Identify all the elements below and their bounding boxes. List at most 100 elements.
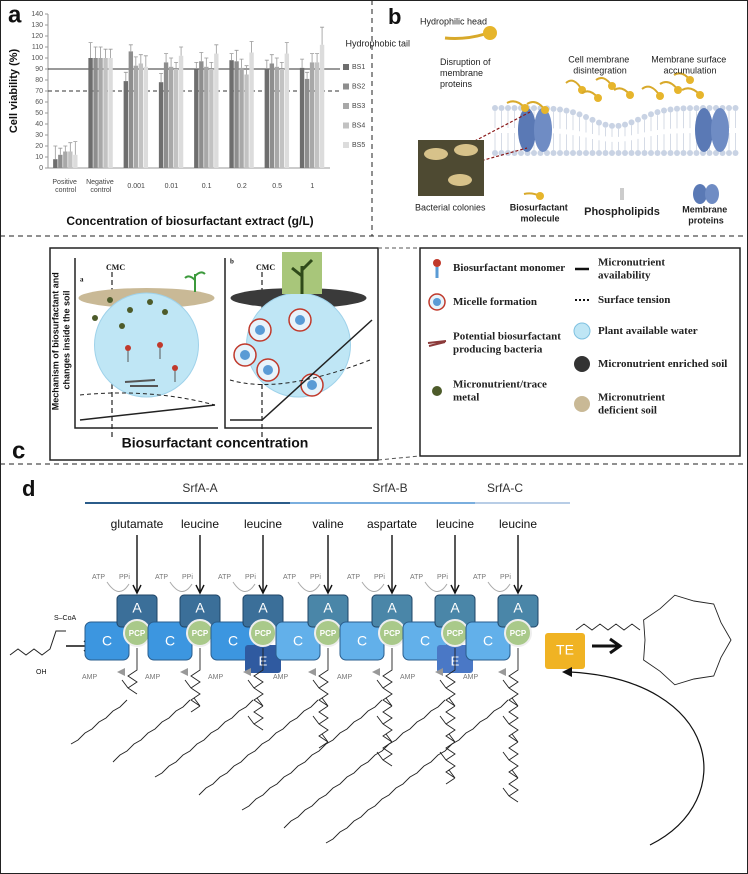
arrow <box>132 535 142 595</box>
arrow <box>195 535 205 595</box>
amp-arrow <box>308 668 316 676</box>
domain-label: A <box>450 600 460 616</box>
surfactant-head <box>483 26 497 40</box>
domain-label: PCP <box>255 629 272 638</box>
label: AMP <box>273 674 289 681</box>
domain-label: PCP <box>129 629 146 638</box>
substrate: leucine <box>244 517 282 531</box>
legend-label: Micronutrient/trace metal <box>453 378 550 403</box>
label: Bacterial colonies <box>415 202 486 212</box>
membrane-protein <box>518 108 536 152</box>
panel-label: a <box>8 1 22 28</box>
error-bar <box>315 53 320 63</box>
icon <box>574 396 590 412</box>
label: ATP <box>155 574 168 581</box>
phospholipid-head <box>498 105 505 112</box>
substrate: leucine <box>436 517 474 531</box>
lipid-chain <box>325 699 509 844</box>
cofactor-arc <box>169 581 193 592</box>
phospholipid-head <box>557 150 563 156</box>
phospholipid-head <box>661 107 667 114</box>
domain-label: PCP <box>447 629 464 638</box>
phospholipid-head <box>602 121 609 128</box>
y-tick-label: 110 <box>32 44 43 51</box>
bar <box>53 159 58 168</box>
phospholipid-head <box>531 105 537 112</box>
x-axis-title: Concentration of biosurfactant extract (… <box>66 214 313 228</box>
peptide-chain <box>502 648 519 803</box>
label: AMP <box>82 674 98 681</box>
bar <box>264 69 270 168</box>
error-bar <box>103 48 108 58</box>
domain-label: C <box>293 633 303 649</box>
phospholipid-head <box>576 150 583 156</box>
product-tail <box>575 623 641 631</box>
y-tick-label: 80 <box>35 77 43 84</box>
x-tick-label: Positive control <box>52 179 78 194</box>
x-axis-title: Biosurfactant concentration <box>122 435 309 451</box>
cyclization-arrow <box>569 671 705 846</box>
legend-label: Micronutrient enriched soil <box>598 358 727 370</box>
error-bar <box>300 58 305 68</box>
domain-label: TE <box>556 642 574 658</box>
bar <box>239 67 244 168</box>
legend-swatch <box>343 83 349 90</box>
error-bar <box>310 53 315 63</box>
pcp-domain <box>504 619 532 647</box>
legend-label: BS1 <box>352 64 365 71</box>
bar <box>314 62 320 168</box>
error-bar <box>93 46 98 58</box>
phospholipid-head <box>661 150 667 156</box>
error-bar <box>128 44 133 52</box>
product-ring <box>643 594 732 686</box>
bar <box>138 63 144 168</box>
domain-label: C <box>357 633 367 649</box>
subplot-axes <box>224 258 372 429</box>
label: AMP <box>463 674 479 681</box>
membrane-protein <box>534 108 552 152</box>
arrowhead <box>562 667 572 677</box>
phospholipid-head <box>576 111 583 118</box>
bar <box>279 69 285 168</box>
peptide-chain <box>247 648 264 731</box>
y-tick-label: 20 <box>35 143 43 150</box>
molecule-label: OH <box>36 669 47 676</box>
phospholipid-head <box>596 119 602 126</box>
sprout <box>184 271 206 292</box>
error-bar <box>229 53 234 61</box>
substrate: glutamate <box>111 517 164 531</box>
lipid-chain <box>283 699 446 829</box>
label: Biosurfactant molecule <box>510 203 571 224</box>
phospholipid-head <box>641 150 648 156</box>
subplot-axes <box>74 258 218 429</box>
phospholipid-head <box>563 150 570 156</box>
lipid-chain <box>70 699 128 745</box>
phospholipid-head <box>648 150 654 156</box>
label: Membrane proteins <box>682 205 730 226</box>
bacteria <box>124 379 158 387</box>
domain-label: C <box>102 633 112 649</box>
legend-label: Plant available water <box>598 325 698 337</box>
trend <box>229 359 371 385</box>
lipid-chain <box>241 699 383 811</box>
phospholipid-head <box>674 105 680 112</box>
bar <box>209 69 214 168</box>
amp-arrow <box>498 668 506 676</box>
error-bar <box>53 145 58 160</box>
phospholipid-head <box>667 150 674 156</box>
legend-label: Micronutrient availability <box>598 256 668 281</box>
surfactant-head <box>696 91 704 99</box>
bar <box>304 78 310 168</box>
legend-swatch <box>343 142 349 148</box>
bar <box>163 62 169 168</box>
lipid-chain <box>154 699 254 778</box>
bar <box>128 51 134 168</box>
phospholipid-head <box>615 150 622 156</box>
molecule-label: S–CoA <box>54 615 77 622</box>
y-tick-label: 100 <box>31 55 43 62</box>
micelle-core <box>307 380 317 390</box>
micronutrient <box>147 299 153 305</box>
phospholipid-head <box>635 116 641 123</box>
membrane-protein <box>695 108 713 152</box>
monomer <box>125 345 131 351</box>
